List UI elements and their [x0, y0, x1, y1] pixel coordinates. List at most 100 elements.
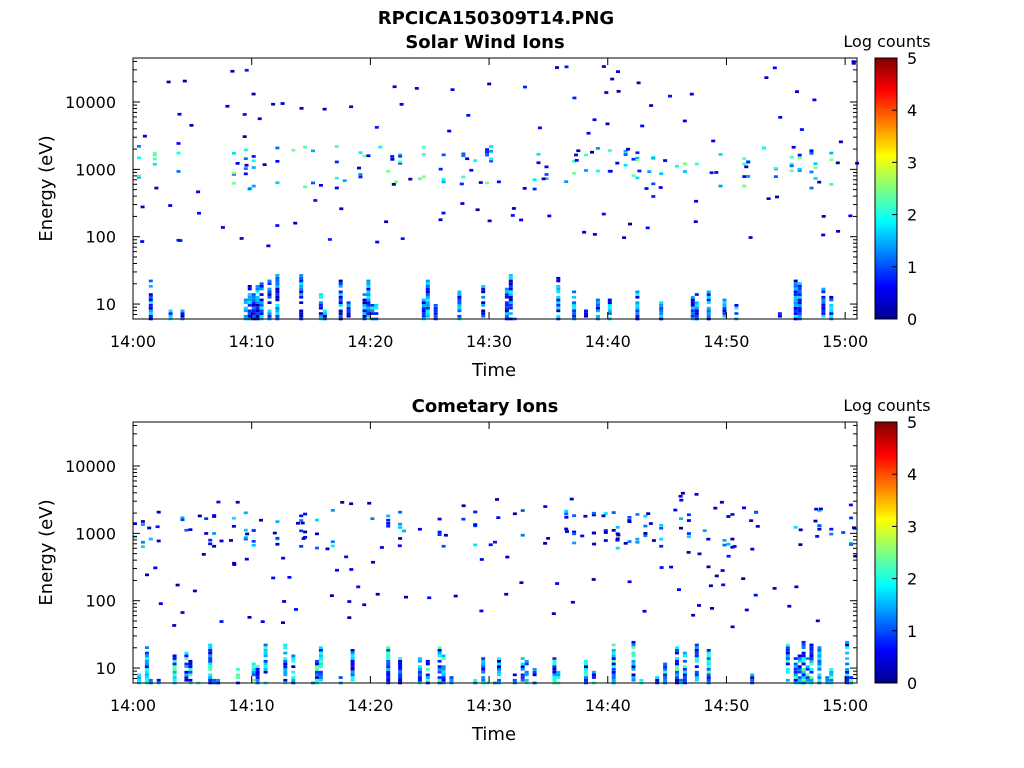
heatmap-cell [817, 651, 822, 655]
heatmap-cell [299, 312, 304, 315]
heatmap-cell [231, 525, 236, 528]
heatmap-cell [845, 678, 850, 682]
heatmap-cell [461, 154, 466, 158]
heatmap-cell [631, 157, 636, 161]
heatmap-cell [176, 170, 181, 173]
heatmap-cell [635, 537, 640, 541]
heatmap-cell [414, 87, 419, 90]
heatmap-cell [818, 507, 823, 511]
heatmap-cell [303, 185, 308, 189]
heatmap-cell [744, 608, 749, 612]
heatmap-cell [825, 676, 830, 679]
heatmap-cell [635, 312, 640, 315]
heatmap-cell [635, 158, 640, 162]
heatmap-cell [635, 513, 640, 516]
heatmap-cell [817, 657, 822, 660]
heatmap-cell [825, 678, 830, 682]
heatmap-cell [750, 678, 755, 682]
heatmap-cell [694, 678, 699, 682]
heatmap-cell [722, 301, 727, 304]
heatmap-cell [172, 665, 177, 668]
heatmap-cell [572, 530, 577, 534]
heatmap-cell [797, 678, 802, 682]
heatmap-cell [152, 153, 157, 157]
heatmap-cell [556, 279, 561, 283]
heatmap-cell [675, 676, 679, 679]
heatmap-cell [495, 498, 499, 501]
heatmap-cell [338, 282, 343, 285]
heatmap-cell [425, 279, 430, 283]
heatmap-cell [504, 293, 509, 296]
heatmap-cell [335, 568, 339, 572]
heatmap-cell [263, 670, 268, 674]
heatmap-cell [829, 673, 834, 677]
heatmap-cell [611, 649, 616, 652]
heatmap-cell [651, 539, 656, 542]
heatmap-cell [251, 155, 256, 158]
heatmap-cell [797, 676, 802, 679]
heatmap-cell [350, 651, 355, 655]
heatmap-cell [793, 312, 798, 315]
heatmap-cell [793, 304, 798, 307]
heatmap-cell [243, 536, 248, 539]
heatmap-cell [318, 306, 323, 310]
heatmap-cell [481, 668, 486, 671]
heatmap-cell [208, 538, 213, 542]
heatmap-cell [817, 676, 822, 679]
heatmap-cell [690, 306, 695, 310]
heatmap-cell [552, 657, 557, 660]
heatmap-cell [481, 295, 486, 299]
heatmap-cell [148, 279, 153, 283]
heatmap-cell [631, 678, 636, 682]
heatmap-cell [718, 184, 723, 188]
heatmap-cell [366, 279, 371, 283]
heatmap-cell [251, 668, 256, 671]
heatmap-cell [813, 162, 818, 165]
heatmap-cell [479, 609, 484, 613]
heatmap-cell [682, 170, 687, 173]
heatmap-cell [801, 651, 806, 655]
heatmap-cell [543, 505, 548, 508]
heatmap-cell [801, 659, 806, 663]
x-tick-label: 14:40 [585, 696, 631, 715]
heatmap-cell [649, 104, 654, 107]
heatmap-cell [572, 96, 577, 100]
heatmap-cell [437, 665, 442, 668]
heatmap-cell [603, 529, 608, 532]
y-tick-label: 1000 [75, 160, 116, 179]
y-tick-label: 100 [85, 228, 116, 247]
heatmap-cell [275, 520, 280, 523]
heatmap-cell [611, 654, 616, 658]
heatmap-cell [315, 659, 319, 663]
heatmap-cell [801, 668, 806, 671]
heatmap-cell [697, 552, 702, 556]
heatmap-cell [425, 309, 430, 313]
heatmap-cell [744, 165, 749, 169]
heatmap-cell [231, 151, 236, 155]
heatmap-cell [694, 654, 699, 658]
heatmap-cell [675, 657, 679, 660]
heatmap-cell [623, 542, 628, 545]
heatmap-cell [813, 177, 818, 180]
heatmap-cell [572, 312, 577, 315]
heatmap-cell [603, 531, 608, 534]
heatmap-cell [145, 573, 149, 577]
heatmap-cell [793, 314, 798, 318]
heatmap-cell [797, 285, 802, 288]
heatmap-cell [611, 659, 616, 663]
heatmap-cell [220, 226, 225, 229]
heatmap-cell [572, 309, 577, 313]
heatmap-cell [797, 659, 802, 663]
heatmap-cell [643, 534, 648, 538]
heatmap-cell [433, 309, 438, 313]
heatmap-cell [370, 312, 375, 315]
heatmap-cell [722, 539, 727, 542]
heatmap-cell [156, 539, 161, 543]
heatmap-cell [679, 526, 683, 530]
heatmap-cell [797, 306, 802, 310]
heatmap-cell [255, 301, 260, 304]
heatmap-cell [556, 314, 561, 318]
heatmap-cell [140, 545, 145, 548]
heatmap-cell [398, 522, 403, 526]
